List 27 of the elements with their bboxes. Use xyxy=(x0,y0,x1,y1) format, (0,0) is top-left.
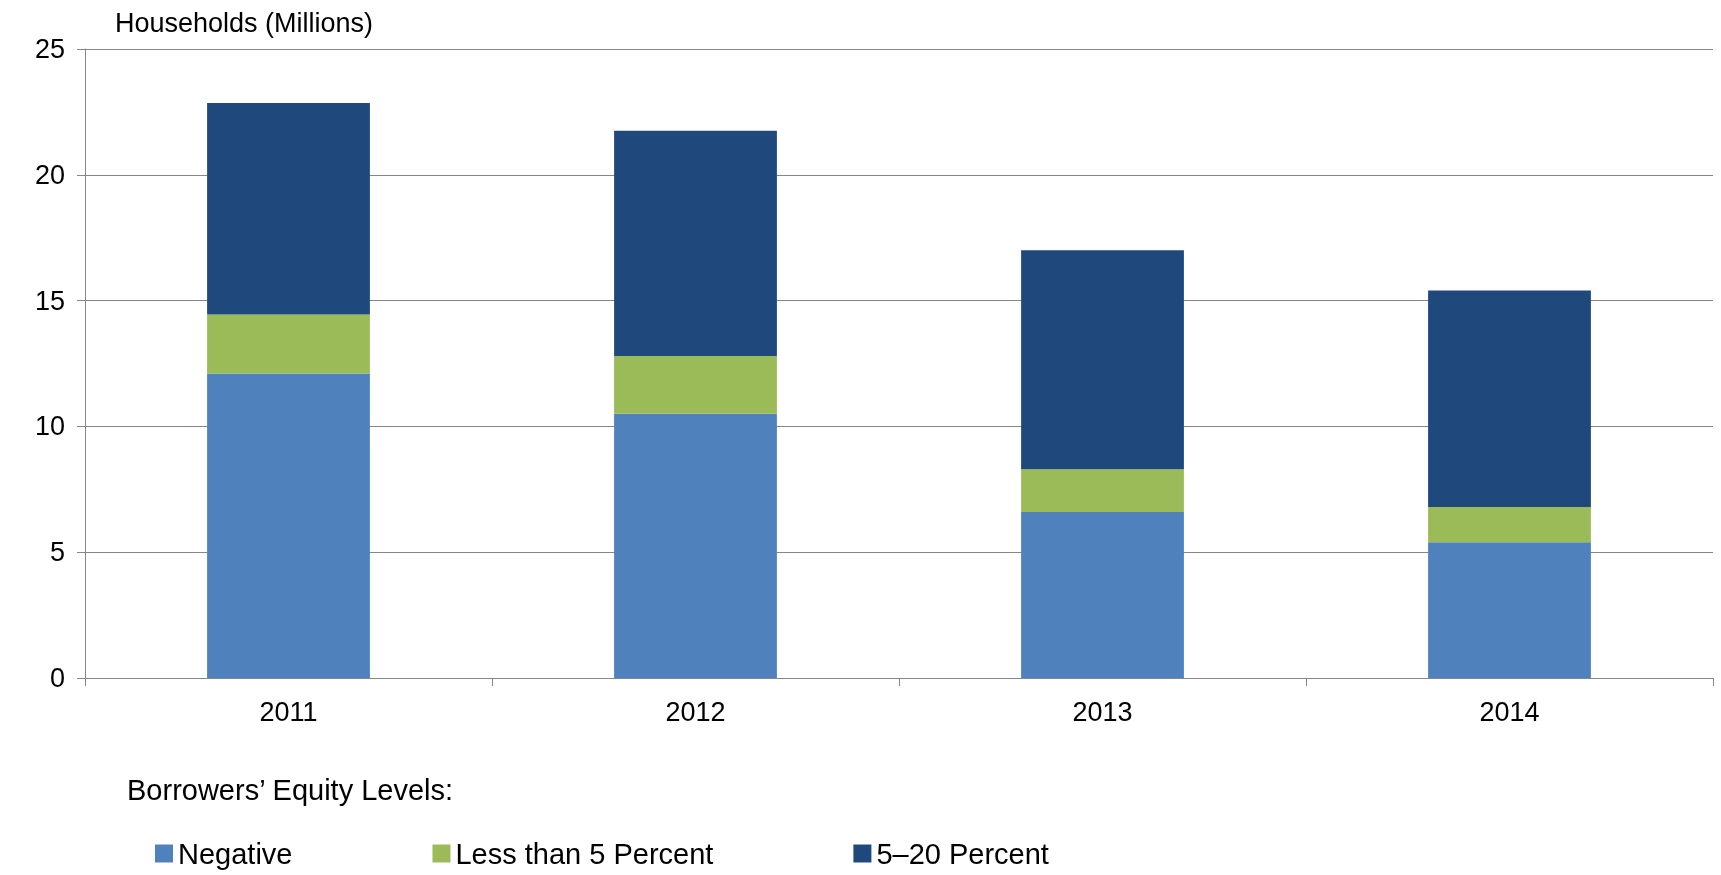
bar xyxy=(207,103,370,315)
y-tick-label: 5 xyxy=(49,537,65,568)
y-tick-label: 0 xyxy=(49,663,65,693)
bar xyxy=(1021,511,1184,678)
bar xyxy=(614,130,777,356)
legend-title: Borrowers’ Equity Levels: xyxy=(127,773,454,806)
y-tick-label: 15 xyxy=(34,285,65,316)
legend-label: Negative xyxy=(178,837,293,870)
bar xyxy=(1428,542,1591,678)
bar xyxy=(207,373,370,678)
bar xyxy=(614,413,777,678)
x-tick-label: 2011 xyxy=(259,696,318,727)
legend-label: Less than 5 Percent xyxy=(455,837,714,870)
y-tick-label: 10 xyxy=(34,411,65,442)
bar xyxy=(207,314,370,374)
x-tick-label: 2013 xyxy=(1072,696,1133,727)
y-tick-label: 25 xyxy=(34,34,65,64)
x-tick-label: 2012 xyxy=(665,696,726,727)
bar xyxy=(614,355,777,414)
y-tick-label: 20 xyxy=(34,159,65,190)
bar xyxy=(1021,469,1184,512)
x-tick-label: 2014 xyxy=(1479,696,1540,727)
bar xyxy=(1428,290,1591,507)
legend-label: 5–20 Percent xyxy=(876,837,1049,870)
y-axis-title: Households (Millions) xyxy=(115,7,374,38)
bar xyxy=(1021,250,1184,470)
bar xyxy=(1428,506,1591,543)
